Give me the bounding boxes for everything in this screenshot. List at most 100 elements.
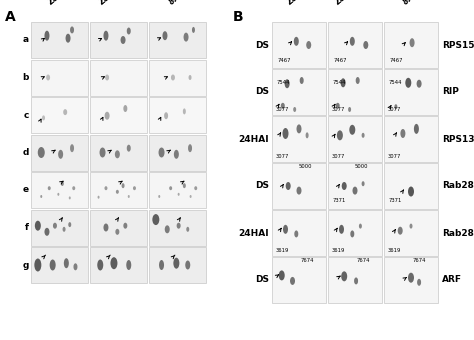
Text: RPS15: RPS15 bbox=[442, 40, 474, 50]
Ellipse shape bbox=[69, 197, 71, 200]
Ellipse shape bbox=[103, 223, 109, 232]
Ellipse shape bbox=[281, 103, 285, 109]
Ellipse shape bbox=[183, 183, 186, 188]
Ellipse shape bbox=[48, 186, 51, 190]
Text: 3619: 3619 bbox=[275, 248, 289, 253]
Ellipse shape bbox=[283, 225, 288, 234]
Ellipse shape bbox=[353, 187, 357, 194]
Bar bbox=[90, 135, 147, 170]
Ellipse shape bbox=[58, 150, 63, 159]
Bar bbox=[90, 97, 147, 133]
Text: B: B bbox=[233, 10, 244, 24]
Bar bbox=[31, 59, 88, 96]
Ellipse shape bbox=[105, 74, 109, 81]
Text: 7467: 7467 bbox=[333, 58, 347, 63]
Ellipse shape bbox=[284, 79, 290, 88]
Ellipse shape bbox=[72, 186, 75, 190]
Text: DS: DS bbox=[255, 87, 269, 97]
Text: ARF: ARF bbox=[442, 275, 462, 285]
Ellipse shape bbox=[359, 224, 362, 228]
Ellipse shape bbox=[283, 128, 289, 139]
Text: a: a bbox=[23, 35, 29, 45]
Text: 7544: 7544 bbox=[388, 80, 402, 85]
Text: DS: DS bbox=[255, 182, 269, 190]
Ellipse shape bbox=[70, 27, 74, 33]
Ellipse shape bbox=[290, 277, 295, 285]
Text: 7674: 7674 bbox=[356, 257, 370, 262]
Text: 7467: 7467 bbox=[277, 58, 291, 63]
Ellipse shape bbox=[40, 195, 42, 198]
Text: d: d bbox=[23, 148, 29, 157]
Text: f: f bbox=[25, 223, 29, 232]
Ellipse shape bbox=[408, 273, 414, 283]
Text: 7674: 7674 bbox=[412, 257, 426, 262]
Ellipse shape bbox=[169, 186, 172, 190]
Ellipse shape bbox=[158, 148, 164, 157]
Text: e: e bbox=[23, 186, 29, 194]
Ellipse shape bbox=[165, 225, 170, 233]
Text: 5000: 5000 bbox=[299, 164, 312, 169]
Ellipse shape bbox=[414, 124, 419, 134]
Text: DS: DS bbox=[255, 275, 269, 285]
Bar bbox=[384, 257, 438, 303]
Ellipse shape bbox=[293, 107, 296, 112]
Ellipse shape bbox=[286, 182, 291, 190]
Bar bbox=[384, 22, 438, 68]
Ellipse shape bbox=[362, 181, 365, 186]
Ellipse shape bbox=[38, 147, 45, 158]
Ellipse shape bbox=[363, 41, 368, 49]
Ellipse shape bbox=[356, 77, 360, 84]
Ellipse shape bbox=[279, 270, 285, 280]
Ellipse shape bbox=[297, 124, 301, 133]
Ellipse shape bbox=[401, 129, 405, 138]
Text: 3077: 3077 bbox=[331, 154, 345, 159]
Ellipse shape bbox=[186, 227, 189, 232]
Bar bbox=[328, 257, 382, 303]
Bar bbox=[149, 172, 206, 208]
Ellipse shape bbox=[178, 193, 180, 196]
Text: Zong3: Zong3 bbox=[46, 0, 73, 7]
Text: RIP: RIP bbox=[442, 87, 459, 97]
Ellipse shape bbox=[163, 31, 167, 40]
Ellipse shape bbox=[45, 228, 49, 236]
Bar bbox=[328, 116, 382, 162]
Bar bbox=[90, 209, 147, 245]
Bar bbox=[149, 97, 206, 133]
Ellipse shape bbox=[410, 38, 415, 47]
Ellipse shape bbox=[45, 31, 49, 41]
Ellipse shape bbox=[183, 33, 189, 41]
Ellipse shape bbox=[121, 183, 125, 188]
Ellipse shape bbox=[183, 108, 186, 114]
Ellipse shape bbox=[127, 28, 131, 34]
Ellipse shape bbox=[336, 103, 340, 109]
Ellipse shape bbox=[190, 195, 191, 198]
Ellipse shape bbox=[405, 78, 411, 88]
Text: 7371: 7371 bbox=[388, 199, 401, 203]
Bar bbox=[31, 172, 88, 208]
Ellipse shape bbox=[194, 186, 197, 190]
Text: A: A bbox=[5, 10, 16, 24]
Ellipse shape bbox=[65, 34, 71, 43]
Ellipse shape bbox=[133, 186, 136, 190]
Ellipse shape bbox=[174, 150, 179, 159]
Bar bbox=[272, 22, 326, 68]
Ellipse shape bbox=[354, 277, 358, 285]
Ellipse shape bbox=[61, 181, 64, 186]
Ellipse shape bbox=[300, 77, 304, 84]
Ellipse shape bbox=[164, 112, 168, 119]
Bar bbox=[31, 247, 88, 283]
Text: 3077: 3077 bbox=[275, 154, 289, 159]
Bar bbox=[149, 59, 206, 96]
Ellipse shape bbox=[73, 263, 77, 270]
Ellipse shape bbox=[120, 36, 126, 44]
Ellipse shape bbox=[105, 112, 109, 120]
Ellipse shape bbox=[297, 187, 301, 194]
Text: Zong3/87-1: Zong3/87-1 bbox=[97, 0, 140, 7]
Ellipse shape bbox=[35, 221, 41, 231]
Ellipse shape bbox=[57, 193, 59, 196]
Bar bbox=[31, 209, 88, 245]
Ellipse shape bbox=[64, 258, 69, 268]
Ellipse shape bbox=[63, 109, 67, 115]
Text: 3077: 3077 bbox=[387, 154, 401, 159]
Ellipse shape bbox=[42, 115, 45, 120]
